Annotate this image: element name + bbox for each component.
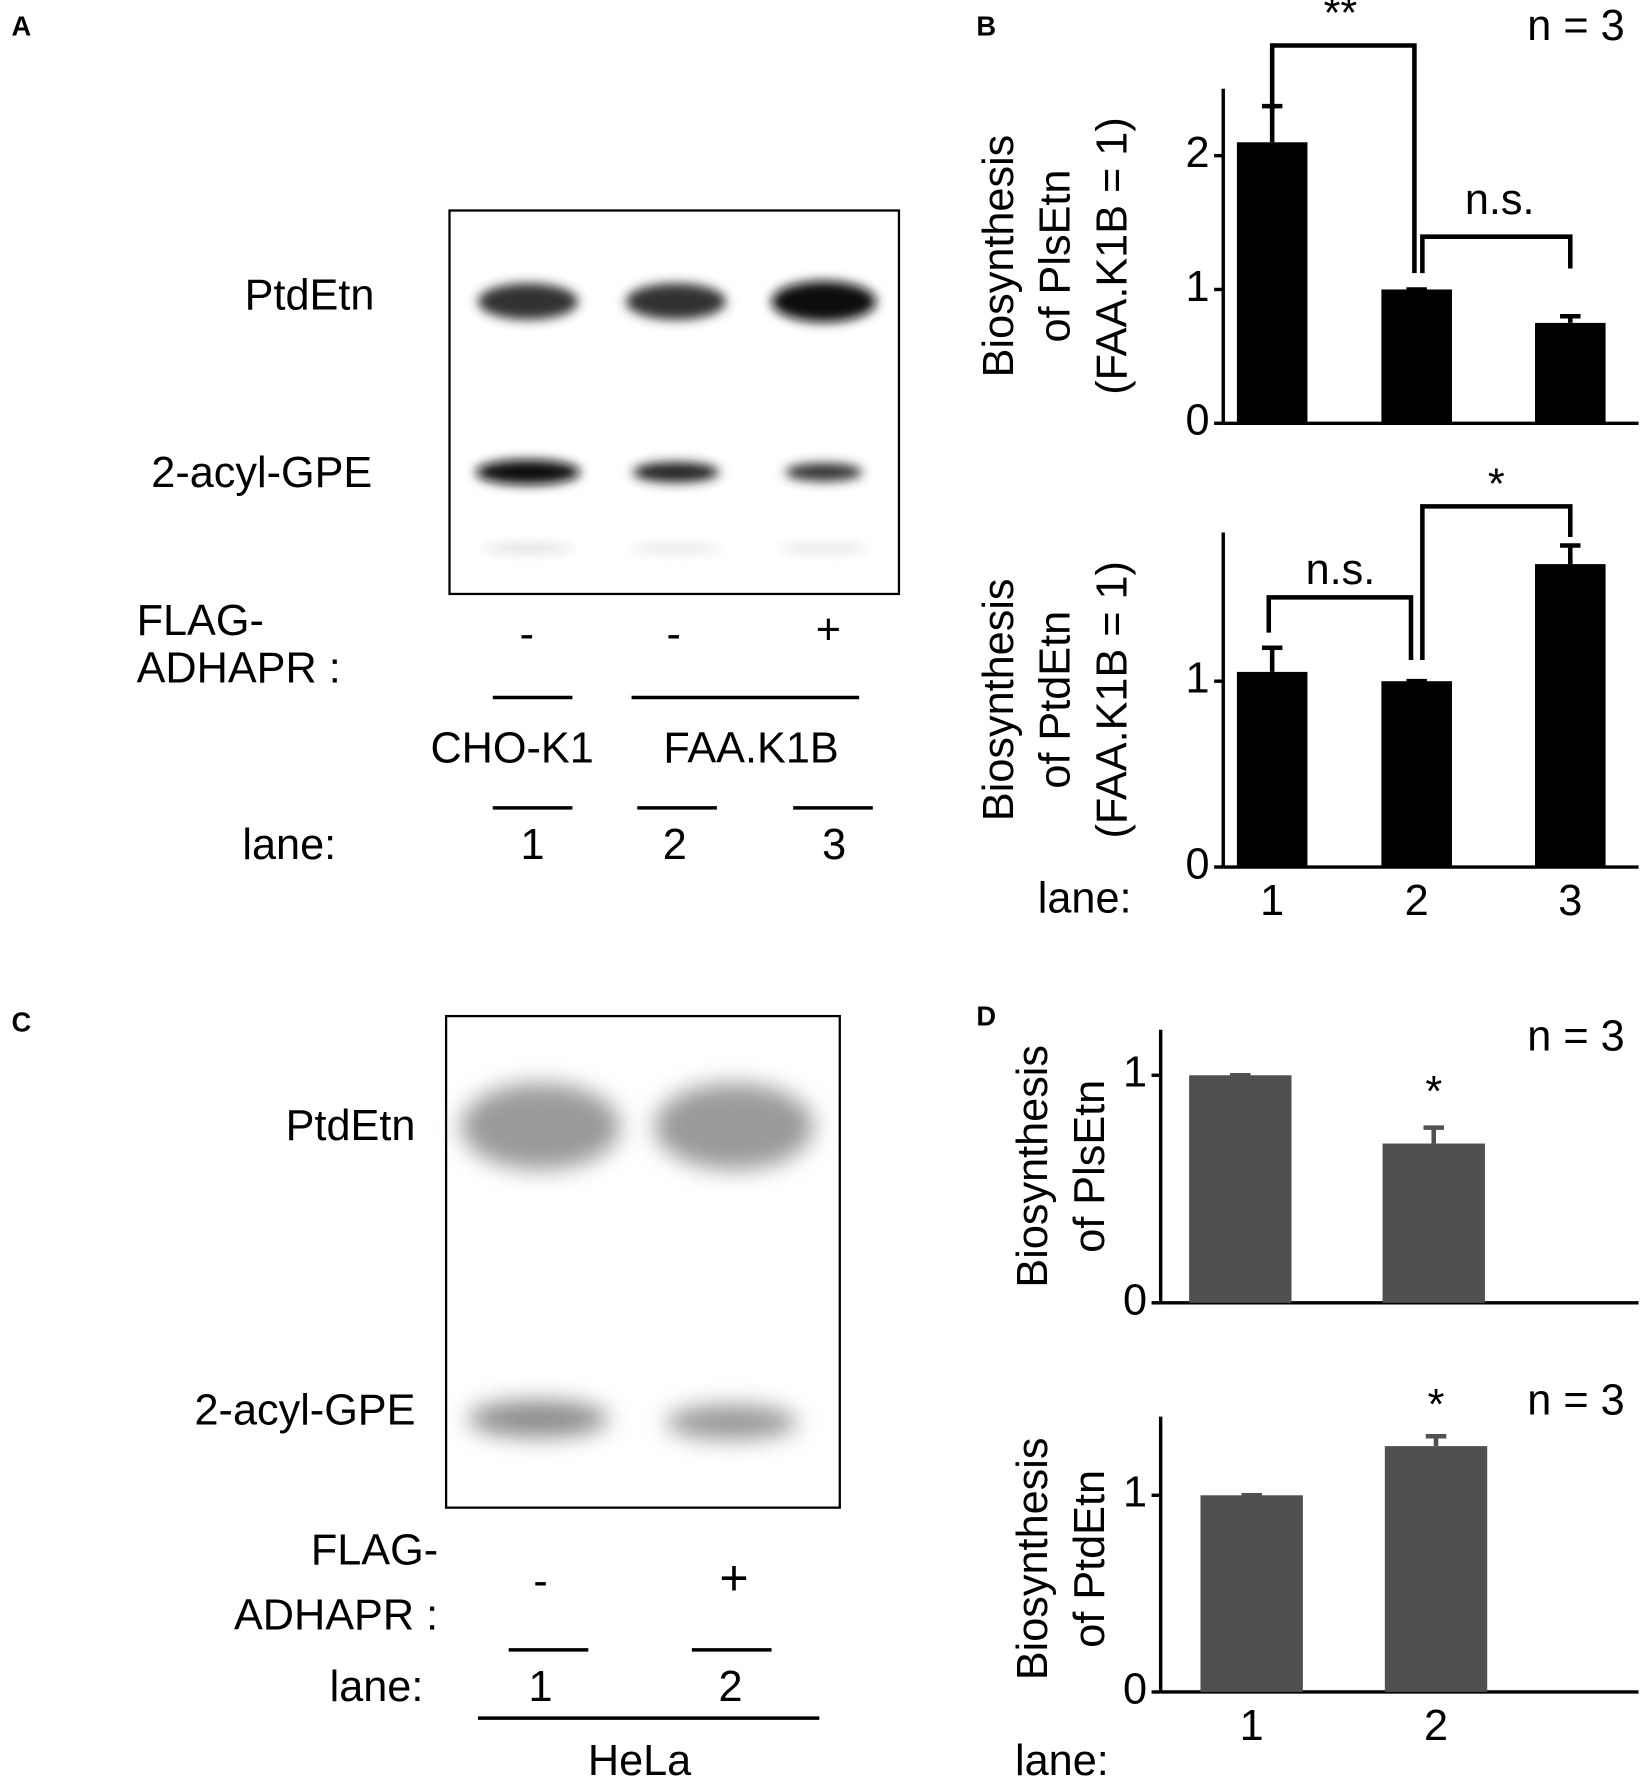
treatment: -: [666, 611, 680, 659]
band-label: 2-acyl-GPE: [151, 449, 372, 497]
significance-label: *: [1425, 1068, 1442, 1116]
sample-size: n = 3: [1527, 1376, 1624, 1424]
y-axis-label: Biosynthesis: [1009, 1438, 1057, 1681]
error-bar: [1423, 1125, 1444, 1144]
band-label: PtdEtn: [245, 272, 375, 320]
construct-label: FLAG-: [137, 597, 264, 645]
y-tick-label: 0: [1123, 1276, 1147, 1324]
error-bar: [1261, 645, 1283, 672]
sample-size: n = 3: [1527, 1012, 1624, 1060]
construct-label: ADHAPR :: [234, 1591, 438, 1639]
bar: [1236, 142, 1308, 424]
cell-line: FAA.K1B: [663, 724, 838, 772]
significance-label: n.s.: [1465, 176, 1535, 224]
bar: [1200, 1495, 1303, 1692]
y-axis-label: of PtdEtn: [1066, 1470, 1114, 1648]
blot-bands: [460, 1083, 814, 1440]
cell-line: HeLa: [588, 1737, 692, 1783]
y-tick-label: 1: [1123, 1049, 1147, 1097]
significance-bracket: [1266, 595, 1414, 660]
lane-label: lane:: [330, 1663, 424, 1711]
lane-number: 1: [521, 821, 545, 869]
y-tick-label: 2: [1186, 129, 1210, 177]
bar: [1189, 1075, 1292, 1303]
y-axis-label: Biosynthesis: [975, 578, 1023, 821]
error-bar: [1425, 1434, 1447, 1447]
cell-line: CHO-K1: [430, 724, 593, 772]
construct-label: ADHAPR :: [137, 645, 341, 693]
treatment: +: [719, 1550, 748, 1606]
panel-label: A: [11, 11, 31, 42]
y-axis-label: of PlsEtn: [1032, 170, 1080, 343]
treatment: +: [816, 606, 841, 654]
error-bar: [1560, 313, 1581, 323]
significance-label: n.s.: [1306, 546, 1376, 594]
y-axis-label: of PtdEtn: [1032, 611, 1080, 789]
blot-bands: [475, 281, 877, 553]
panel-label: B: [976, 11, 996, 42]
x-axis-label: lane:: [1038, 875, 1132, 923]
band-label: PtdEtn: [286, 1102, 416, 1150]
panel-label: C: [11, 1006, 31, 1037]
y-tick-label: 0: [1186, 397, 1210, 445]
y-tick-label: 0: [1186, 840, 1210, 888]
x-tick-label: 1: [1240, 1702, 1264, 1750]
significance-bracket: [1269, 43, 1417, 274]
x-tick-label: 1: [1260, 877, 1284, 925]
sample-size: n = 3: [1527, 2, 1624, 50]
y-tick-label: 0: [1123, 1665, 1147, 1713]
y-axis-label: (FAA.K1B = 1): [1089, 561, 1137, 838]
y-axis-label: (FAA.K1B = 1): [1089, 117, 1137, 394]
bar: [1382, 1143, 1485, 1303]
bar: [1381, 289, 1452, 424]
blot-frame: [448, 209, 901, 596]
band-label: 2-acyl-GPE: [195, 1387, 416, 1435]
lane-number: 2: [663, 821, 687, 869]
treatment: -: [533, 1557, 547, 1605]
y-tick-label: 1: [1186, 655, 1210, 703]
lane-number: 2: [719, 1663, 743, 1711]
significance-bracket: [1420, 234, 1573, 274]
x-tick-label: 2: [1424, 1702, 1448, 1750]
treatment: -: [520, 611, 534, 659]
y-tick-label: 1: [1123, 1469, 1147, 1517]
lane-label: lane:: [242, 821, 336, 869]
bar: [1384, 1446, 1488, 1692]
bar: [1535, 564, 1606, 868]
lane-number: 1: [529, 1663, 553, 1711]
y-axis-label: of PlsEtn: [1066, 1080, 1114, 1253]
bar: [1535, 322, 1606, 424]
x-axis-label: lane:: [1015, 1737, 1109, 1783]
significance-bracket: [1420, 504, 1573, 660]
y-axis-label: Biosynthesis: [975, 135, 1023, 378]
y-tick-label: 1: [1186, 263, 1210, 311]
lane-number: 3: [822, 821, 846, 869]
x-tick-label: 2: [1405, 877, 1429, 925]
significance-label: *: [1428, 1381, 1445, 1429]
significance-label: *: [1488, 460, 1505, 508]
bar: [1236, 671, 1308, 868]
construct-label: FLAG-: [311, 1527, 438, 1575]
bar: [1381, 681, 1452, 868]
x-tick-label: 3: [1558, 877, 1582, 925]
panel-label: D: [976, 1001, 996, 1032]
y-axis-label: Biosynthesis: [1009, 1045, 1057, 1288]
error-bar: [1560, 543, 1581, 565]
significance-label: **: [1324, 0, 1358, 37]
